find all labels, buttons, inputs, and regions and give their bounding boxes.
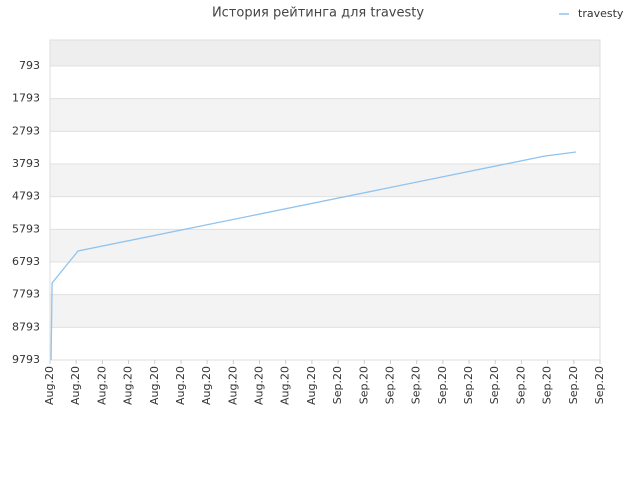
plot-band <box>50 164 600 197</box>
x-tick-label: Sep.20 <box>462 366 475 404</box>
x-tick-label: Sep.20 <box>436 366 449 404</box>
x-tick-label: Aug.20 <box>95 366 108 405</box>
y-tick-label: 793 <box>19 59 40 72</box>
x-tick-label: Aug.20 <box>226 366 239 405</box>
x-tick-label: Sep.20 <box>541 366 554 404</box>
x-tick-label: Sep.20 <box>567 366 580 404</box>
line-series <box>50 151 576 361</box>
plot-band <box>50 131 600 165</box>
x-tick-label: Aug.20 <box>174 366 187 405</box>
y-tick-label: 2793 <box>12 124 40 137</box>
plot-band <box>50 98 600 132</box>
x-tick-label: Aug.20 <box>69 366 82 405</box>
y-tick-label: 3793 <box>12 157 40 170</box>
plot-band <box>50 294 600 328</box>
chart-title: История рейтинга для travesty <box>212 6 424 21</box>
y-tick-label: 7793 <box>12 288 40 301</box>
x-tick-label: Aug.20 <box>279 366 292 405</box>
x-tick-label: Sep.20 <box>357 366 370 404</box>
y-tick-label: 6793 <box>12 255 40 268</box>
x-tick-label: Sep.20 <box>514 366 527 404</box>
y-tick-label: 8793 <box>12 320 40 333</box>
plot-background <box>50 40 600 360</box>
y-tick-label: 5793 <box>12 222 40 235</box>
x-tick-label: Sep.20 <box>593 366 606 404</box>
x-tick-label: Aug.20 <box>305 366 318 405</box>
plot-band <box>50 196 600 230</box>
plot-band <box>50 66 600 99</box>
x-tick-label: Sep.20 <box>331 366 344 404</box>
x-tick-label: Aug.20 <box>122 366 135 405</box>
plot-border <box>49 39 601 361</box>
x-tick-label: Aug.20 <box>253 366 266 405</box>
x-tick-label: Aug.20 <box>200 366 213 405</box>
x-tick-label: Sep.20 <box>410 366 423 404</box>
y-tick-label: 1793 <box>12 92 40 105</box>
plot-band <box>50 262 600 295</box>
plot-band <box>50 327 600 360</box>
y-tick-label: 9793 <box>12 353 40 366</box>
x-tick-label: Aug.20 <box>148 366 161 405</box>
legend-label: travesty <box>578 7 624 20</box>
y-tick-label: 4793 <box>12 190 40 203</box>
x-tick-label: Aug.20 <box>43 366 56 405</box>
x-tick-label: Sep.20 <box>383 366 396 404</box>
plot-band <box>50 229 600 263</box>
x-tick-label: Sep.20 <box>488 366 501 404</box>
